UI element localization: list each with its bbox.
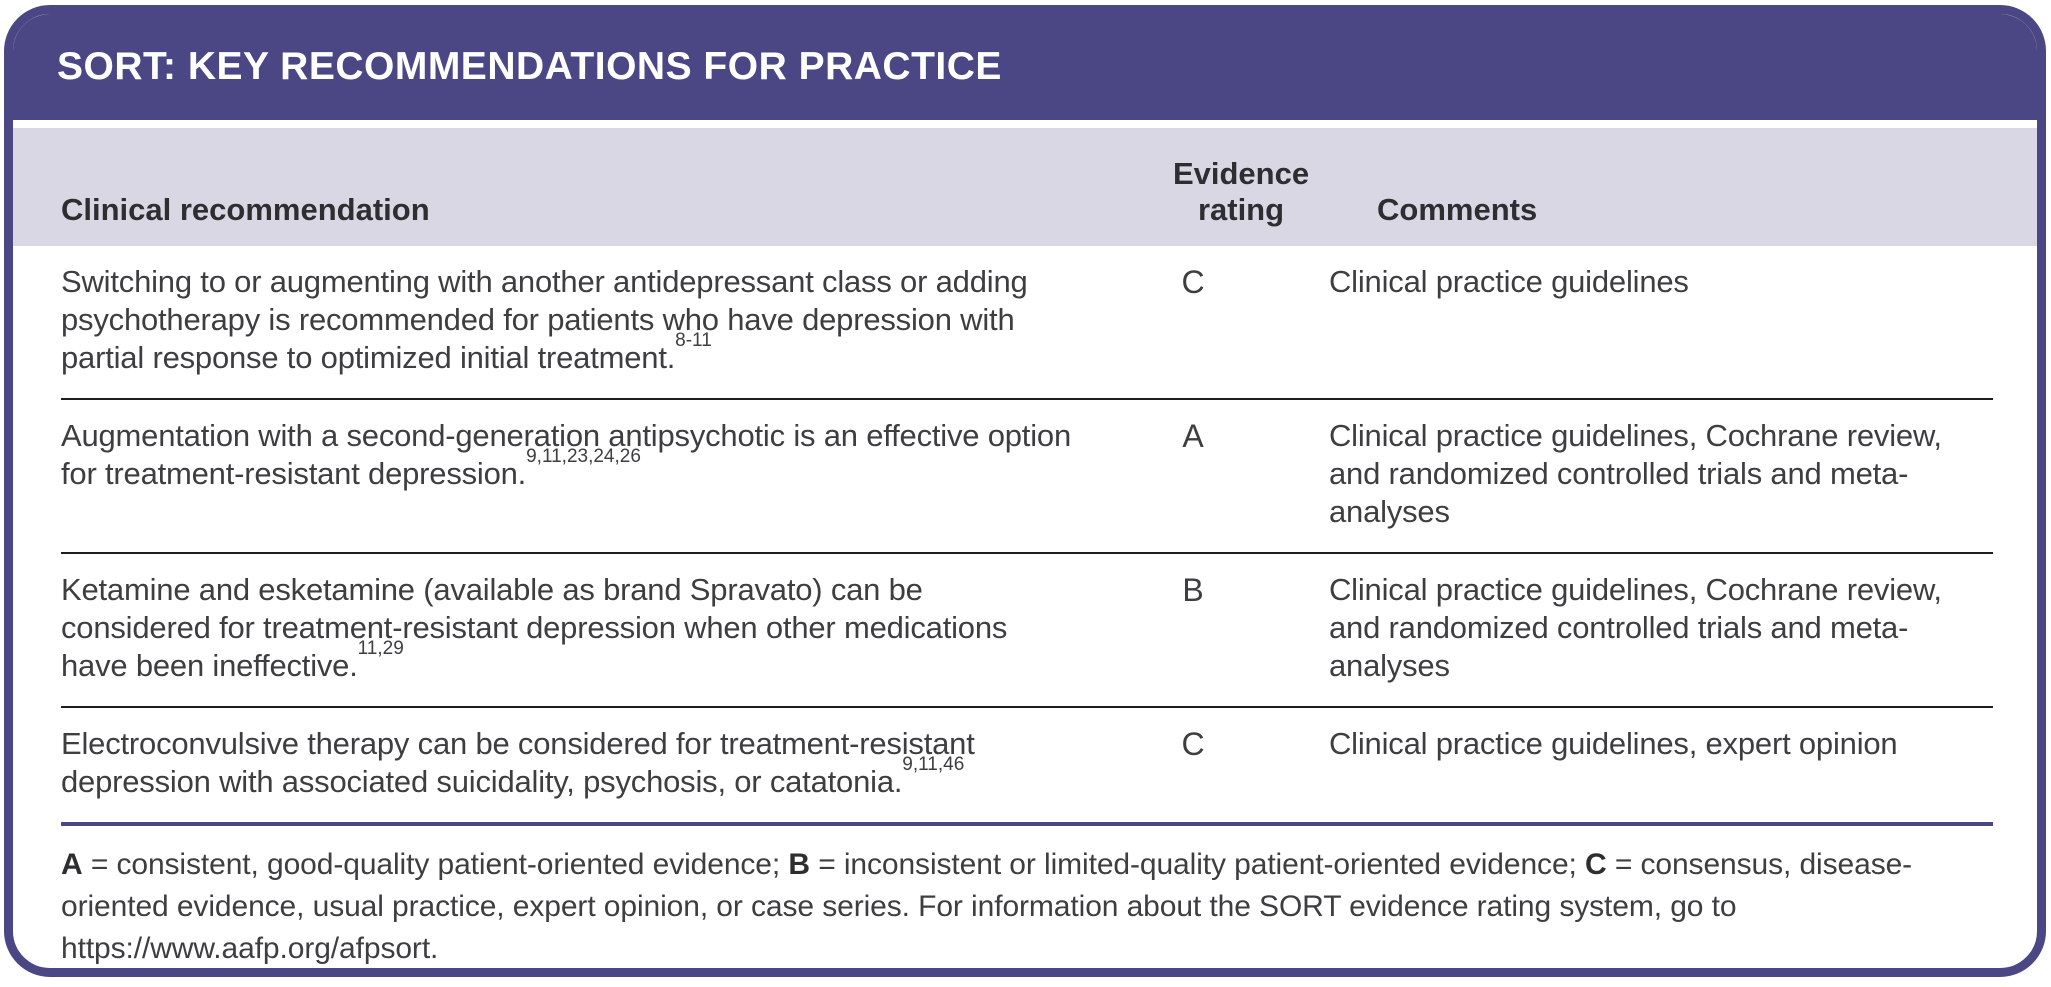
reference-superscript: 8-11 <box>675 330 712 352</box>
column-header-comments: Comments <box>1377 192 1538 227</box>
recommendation-text: Augmentation with a second-generation an… <box>61 418 1071 491</box>
recommendation-cell: Ketamine and esketamine (available as br… <box>61 571 1071 685</box>
reference-superscript: 9,11,23,24,26 <box>526 446 641 468</box>
recommendation-cell: Switching to or augmenting with another … <box>61 263 1071 377</box>
recommendation-text: Ketamine and esketamine (available as br… <box>61 572 1008 683</box>
comments-cell: Clinical practice guidelines <box>1329 264 1689 299</box>
comments-cell: Clinical practice guidelines, Cochrane r… <box>1329 572 1942 683</box>
table-row: Ketamine and esketamine (available as br… <box>61 554 1993 708</box>
recommendation-cell: Augmentation with a second-generation an… <box>61 417 1071 531</box>
table-header-row: Clinical recommendation Evidence rating … <box>13 128 2037 246</box>
evidence-rating-cell: B <box>1182 572 1204 608</box>
evidence-rating-cell: C <box>1181 264 1205 300</box>
evidence-rating-cell: A <box>1182 418 1204 454</box>
evidence-rating-cell: C <box>1181 726 1205 762</box>
table-body: Switching to or augmenting with another … <box>13 246 2037 826</box>
reference-superscript: 9,11,46 <box>902 754 965 776</box>
sort-footnote: A = consistent, good-quality patient-ori… <box>61 848 1913 965</box>
recommendation-text: Electroconvulsive therapy can be conside… <box>61 726 975 799</box>
comments-cell: Clinical practice guidelines, Cochrane r… <box>1329 418 1942 529</box>
table-row: Electroconvulsive therapy can be conside… <box>61 708 1993 826</box>
table-row: Switching to or augmenting with another … <box>61 246 1993 400</box>
table-title-bar: SORT: KEY RECOMMENDATIONS FOR PRACTICE <box>13 14 2037 120</box>
table-title: SORT: KEY RECOMMENDATIONS FOR PRACTICE <box>57 45 1002 88</box>
column-header-evidence-rating: Evidence rating <box>1172 156 1310 227</box>
recommendation-cell: Electroconvulsive therapy can be conside… <box>61 725 1071 801</box>
comments-cell: Clinical practice guidelines, expert opi… <box>1329 726 1898 761</box>
recommendation-text: Switching to or augmenting with another … <box>61 264 1028 375</box>
sort-table-card: SORT: KEY RECOMMENDATIONS FOR PRACTICE C… <box>4 5 2046 977</box>
reference-superscript: 11,29 <box>357 638 404 660</box>
column-header-clinical-recommendation: Clinical recommendation <box>61 192 430 227</box>
table-row: Augmentation with a second-generation an… <box>61 400 1993 554</box>
